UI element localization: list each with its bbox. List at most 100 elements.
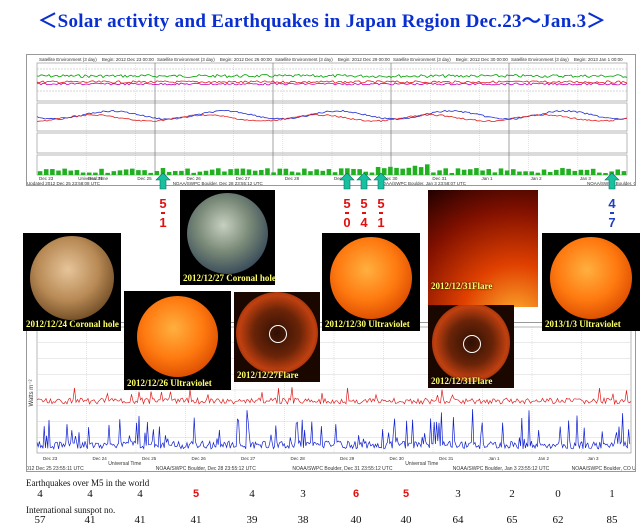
separator-dot	[379, 212, 383, 214]
magnitude-digit: 5	[360, 196, 368, 211]
up-arrow-icon	[373, 172, 389, 190]
kp-bar	[283, 168, 289, 175]
earthquake-count: 4	[87, 488, 93, 500]
kp-bar	[320, 170, 326, 175]
kp-bar	[99, 168, 104, 175]
magnitude-digit: 1	[159, 215, 167, 230]
earthquake-count: 4	[249, 488, 255, 500]
xray-flux-plot: Watts m⁻² Dec 23 Dec 24 Dec 25 Dec 26 Dec 27 D…	[27, 326, 635, 471]
page-title: ＜Solar activity and Earthquakes in Japan…	[38, 11, 606, 32]
ultraviolet-image-1230: 2012/12/30 Ultraviolet	[322, 233, 420, 331]
kp-bar	[209, 169, 215, 175]
xray-long-line	[36, 387, 632, 406]
kp-bar	[394, 167, 399, 175]
electron-flux-line	[36, 73, 628, 79]
up-arrow-icon	[356, 172, 372, 190]
sun-image-label: 2012/12/30 Ultraviolet	[325, 319, 410, 329]
kp-bar	[203, 170, 209, 175]
flare-image-1231-b: 2012/12/31Flare	[428, 305, 514, 388]
kp-bar	[142, 170, 147, 175]
sunspot-count: 39	[246, 514, 258, 526]
date-tick-label: Dec 25	[142, 456, 157, 461]
kp-bar	[381, 168, 387, 175]
sun-image-label: 2012/12/26 Ultraviolet	[127, 378, 212, 388]
sunspot-row-label: International sunspot no.	[26, 505, 116, 515]
kp-bar	[480, 170, 485, 175]
kp-bar	[216, 168, 221, 175]
date-tick-label: Dec 26	[187, 176, 202, 181]
kp-bar	[615, 169, 621, 175]
chart-footer: NOAA/SWPC Boulder, Dec 28 23:55:12 UTC	[173, 181, 264, 185]
chart-header: Satellite Environment (3 day)	[39, 57, 97, 62]
proton-flux-line-2	[36, 82, 628, 86]
date-tick-label: Dec 28	[285, 176, 300, 181]
kp-bar	[566, 168, 571, 175]
chart-footer: NOAA/SWPC Boulder, Dec 28 23:55:12 UTC	[156, 466, 256, 471]
kp-bar	[474, 168, 479, 175]
kp-bar	[504, 170, 510, 175]
kp-bar	[597, 172, 602, 175]
kp-bar	[541, 169, 547, 175]
date-tick-label: Dec 28	[291, 456, 306, 461]
x-axis-label: Universal Time	[108, 461, 141, 467]
kp-bar	[388, 166, 393, 175]
chart-header: Satellite Environment (3 day)	[393, 57, 451, 62]
kp-bar	[621, 171, 627, 175]
kp-bar	[332, 172, 338, 175]
kp-bar	[326, 169, 332, 175]
kp-bar	[461, 169, 467, 175]
sunspot-count: 41	[134, 514, 146, 526]
kp-bar	[265, 168, 270, 175]
y-axis-label: Watts m⁻²	[29, 380, 35, 407]
date-tick-label: Dec 30	[390, 456, 405, 461]
chart-footer: Updated 2012 Dec 25 23:55:11 UTC	[27, 466, 84, 471]
kp-bar	[517, 171, 522, 175]
earthquake-count: 0	[555, 488, 561, 500]
x-axis-label: Universal Time	[405, 461, 438, 467]
sun-image-label: 2012/12/31Flare	[431, 376, 493, 386]
kp-bar	[123, 169, 129, 175]
chart-footer: NOAA/SWPC Boulder, Jan 3 23:58:07 UTC	[379, 181, 467, 185]
date-tick-label: Dec 24	[88, 176, 103, 181]
kp-bar	[302, 168, 307, 175]
sun-image-label: 2012/12/24 Coronal hole	[26, 319, 119, 329]
date-tick-label: Jan 3	[588, 456, 600, 461]
earthquake-count: 4	[137, 488, 143, 500]
kp-bar	[179, 170, 184, 175]
date-tick-label: Dec 30	[383, 176, 398, 181]
kp-bar	[584, 169, 590, 175]
sunspot-count: 40	[350, 514, 362, 526]
ultraviolet-image-1226: 2012/12/26 Ultraviolet	[124, 291, 231, 390]
magnitude-digit: 0	[343, 215, 351, 230]
sunspot-count: 38	[297, 514, 309, 526]
earthquake-count: 3	[455, 488, 461, 500]
kp-bar	[578, 169, 584, 175]
sunspot-count: 41	[190, 514, 202, 526]
up-arrow-icon	[604, 172, 620, 190]
chart-header: Begin: 2012 Dec 30 00:00	[456, 57, 509, 62]
kp-bar	[590, 168, 596, 175]
kp-bar	[185, 168, 190, 175]
sun-image-label: 2012/12/31Flare	[431, 281, 493, 291]
date-tick-label: Jan 1	[482, 176, 494, 181]
kp-bar	[498, 168, 504, 175]
earthquake-row-label: Earthquakes over M5 in the world	[26, 478, 150, 488]
kp-bar	[136, 170, 141, 175]
kp-bar	[105, 172, 110, 175]
kp-bar	[228, 169, 233, 175]
up-arrow-icon	[339, 172, 355, 190]
kp-bar	[412, 165, 418, 175]
magnitude-digit: 1	[377, 215, 385, 230]
kp-bar	[154, 171, 160, 175]
sun-disc	[329, 236, 413, 320]
kp-bar	[56, 170, 61, 175]
earthquake-count: 4	[37, 488, 43, 500]
kp-bar	[191, 172, 196, 175]
sun-disc	[136, 295, 219, 378]
kp-bar	[246, 169, 252, 175]
earthquake-count: 6	[352, 488, 360, 500]
